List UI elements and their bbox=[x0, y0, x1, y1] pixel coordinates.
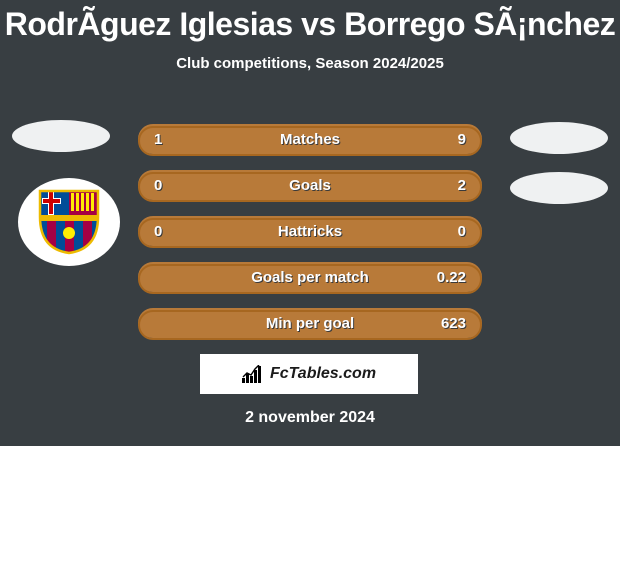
site-attribution: FcTables.com bbox=[200, 354, 418, 394]
player1-photo-placeholder bbox=[12, 120, 110, 152]
bars-icon bbox=[242, 365, 264, 383]
stat-label: Goals per match bbox=[132, 262, 488, 292]
stat-value-right: 2 bbox=[458, 170, 466, 200]
footer-date: 2 november 2024 bbox=[0, 409, 620, 427]
stat-row: Min per goal 623 bbox=[132, 308, 488, 340]
player2-photo-placeholder bbox=[510, 122, 608, 154]
stat-rows: 1 Matches 9 0 Goals 2 0 Hattricks 0 Goal… bbox=[132, 124, 488, 340]
stat-label: Goals bbox=[132, 170, 488, 200]
stat-label: Min per goal bbox=[132, 308, 488, 338]
stat-row: 0 Goals 2 bbox=[132, 170, 488, 202]
stat-row: Goals per match 0.22 bbox=[132, 262, 488, 294]
site-name: FcTables.com bbox=[270, 365, 376, 383]
stat-label: Matches bbox=[132, 124, 488, 154]
stat-value-right: 623 bbox=[441, 308, 466, 338]
subtitle: Club competitions, Season 2024/2025 bbox=[0, 55, 620, 72]
stat-row: 0 Hattricks 0 bbox=[132, 216, 488, 248]
club-crest-barcelona bbox=[18, 178, 120, 266]
title: RodrÃ­guez Iglesias vs Borrego SÃ¡nchez bbox=[0, 6, 620, 43]
stat-value-right: 9 bbox=[458, 124, 466, 154]
barca-crest-icon bbox=[38, 189, 100, 255]
stat-label: Hattricks bbox=[132, 216, 488, 246]
stat-value-right: 0 bbox=[458, 216, 466, 246]
stat-value-right: 0.22 bbox=[437, 262, 466, 292]
stat-row: 1 Matches 9 bbox=[132, 124, 488, 156]
player2-club-placeholder bbox=[510, 172, 608, 204]
comparison-card: RodrÃ­guez Iglesias vs Borrego SÃ¡nchez … bbox=[0, 0, 620, 446]
